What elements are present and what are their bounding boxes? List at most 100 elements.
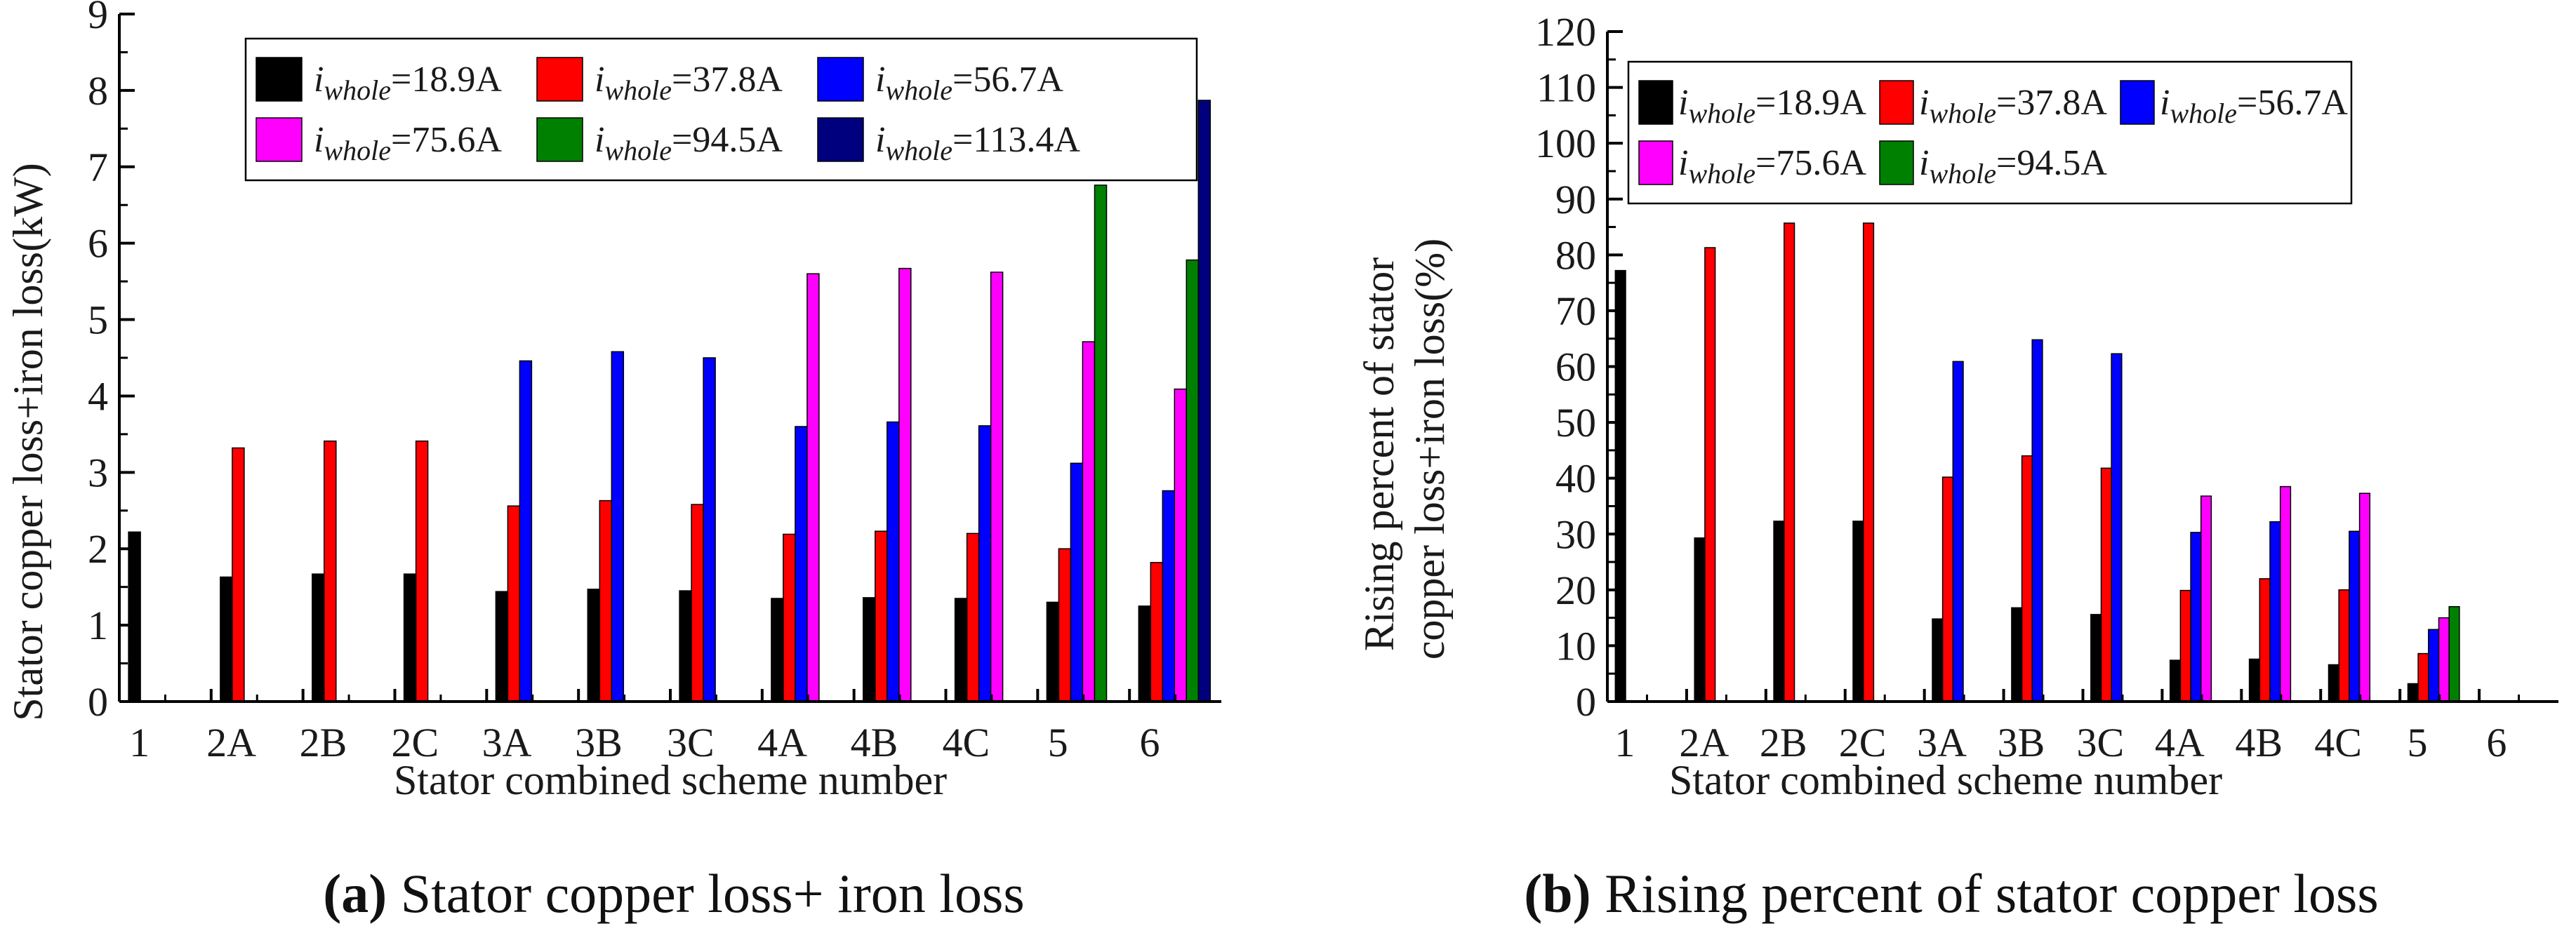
- bar-a-4B-s1: [875, 530, 888, 702]
- y-tick-label: 0: [88, 679, 108, 725]
- bar-a-6-s4: [1186, 259, 1200, 702]
- x-tick-label: 4B: [851, 720, 898, 765]
- legend-label: iwhole=18.9A: [1678, 83, 1866, 129]
- legend-swatch: [255, 117, 303, 162]
- bar-b-4B-s1: [2259, 578, 2271, 702]
- bar-a-5-s1: [1058, 548, 1072, 702]
- panel-a-legend: iwhole=18.9A iwhole=37.8A iwhole=56.7A iwho…: [244, 37, 1198, 182]
- panel-b-caption-label: (b): [1524, 863, 1591, 924]
- bar-a-3B-s2: [611, 351, 625, 702]
- bar-b-4C-s1: [2338, 589, 2350, 702]
- bar-b-2A-s1: [1704, 247, 1716, 702]
- panel-a-axes: [118, 13, 1221, 703]
- y-tick-label: 10: [1555, 623, 1596, 669]
- panel-b-caption: (b) Rising percent of stator copper loss: [1524, 863, 2378, 924]
- y-tick-label: 4: [88, 373, 108, 419]
- x-tick-label: 2C: [1839, 720, 1887, 765]
- bar-a-6-s5: [1197, 100, 1211, 702]
- panel-a-y-axis-label: Stator copper loss+iron loss(kW): [5, 163, 51, 720]
- bar-a-4C-s0: [954, 598, 968, 702]
- x-tick-label: 5: [1048, 720, 1068, 765]
- x-tick-label: 3B: [1998, 720, 2045, 765]
- x-tick-label: 4A: [2155, 720, 2205, 765]
- panel-a-y-tick-labels: 0 1 2 3 4 5 6 7 8 9: [88, 0, 108, 725]
- bar-a-6-s1: [1150, 562, 1164, 702]
- legend-label: iwhole=75.6A: [314, 120, 502, 166]
- panel-b-caption-text: Rising percent of stator copper loss: [1591, 863, 2379, 924]
- legend-swatch: [1638, 80, 1673, 125]
- bar-a-4C-s1: [966, 532, 980, 702]
- bar-b-3C-s2: [2111, 353, 2123, 702]
- bar-a-5-s0: [1046, 601, 1060, 702]
- x-tick-label: 4C: [2314, 720, 2362, 765]
- y-tick-label: 2: [88, 526, 108, 572]
- bar-a-4A-s1: [783, 533, 796, 702]
- bar-b-4A-s3: [2200, 495, 2212, 702]
- x-tick-label: 3B: [575, 720, 623, 765]
- bar-b-4B-s0: [2248, 658, 2261, 702]
- legend-label: iwhole=37.8A: [595, 60, 783, 106]
- panel-b-bars: [1614, 222, 2460, 702]
- panel-a-caption: (a) Stator copper loss+ iron loss: [323, 863, 1024, 924]
- legend-swatch: [1879, 80, 1914, 125]
- legend-swatch: [1879, 140, 1914, 185]
- bar-a-4A-s3: [806, 273, 820, 702]
- panel-a-caption-text: Stator copper loss+ iron loss: [387, 863, 1024, 924]
- bar-b-4A-s2: [2190, 532, 2202, 702]
- y-tick-label: 90: [1555, 177, 1596, 222]
- y-tick-label: 20: [1555, 568, 1596, 613]
- x-tick-label: 2A: [1679, 720, 1729, 765]
- bar-b-5-s2: [2428, 629, 2440, 702]
- bar-a-3A-s0: [495, 591, 509, 702]
- bar-a-3A-s1: [507, 505, 521, 702]
- y-tick-label: 9: [88, 0, 108, 37]
- bar-a-4A-s0: [771, 598, 784, 702]
- bar-a-4B-s3: [898, 267, 912, 702]
- legend-label: iwhole=56.7A: [2160, 83, 2348, 129]
- legend-swatch: [536, 117, 583, 162]
- panel-a-x-axis-label: Stator combined scheme number: [394, 757, 947, 803]
- legend-label: iwhole=94.5A: [1919, 143, 2107, 189]
- panel-b-chart: 0 10 20 30 40 50 60 70 80 90 100 110 120 1 2A 2B 2C 3A 3B…: [1356, 9, 2558, 924]
- bar-a-2A-s0: [220, 576, 233, 702]
- bar-a-3C-s0: [679, 590, 692, 702]
- bar-b-3B-s0: [2011, 607, 2023, 702]
- x-tick-label: 1: [129, 720, 150, 765]
- panel-b-y-axis-label-line-2: copper loss+iron loss(%): [1407, 239, 1453, 659]
- bar-a-4C-s2: [978, 425, 992, 702]
- bar-b-4C-s3: [2358, 492, 2371, 702]
- bar-a-5-s3: [1082, 341, 1096, 702]
- bar-a-2B-s1: [324, 440, 337, 702]
- x-tick-label: 4A: [757, 720, 807, 765]
- bar-b-2A-s0: [1694, 537, 1706, 702]
- x-tick-label: 2B: [1760, 720, 1807, 765]
- bar-a-6-s3: [1174, 388, 1188, 702]
- bar-a-4B-s0: [863, 597, 876, 702]
- y-tick-label: 40: [1555, 456, 1596, 502]
- y-tick-label: 80: [1555, 232, 1596, 278]
- x-tick-label: 4B: [2235, 720, 2283, 765]
- bar-b-4A-s1: [2179, 589, 2191, 702]
- bar-b-3B-s1: [2021, 455, 2033, 702]
- y-tick-label: 50: [1555, 400, 1596, 445]
- bar-a-1-s0: [128, 531, 141, 702]
- x-tick-label: 6: [1139, 720, 1160, 765]
- bar-a-6-s0: [1138, 605, 1152, 702]
- legend-swatch: [255, 57, 303, 102]
- bar-a-4C-s3: [990, 271, 1004, 702]
- y-tick-label: 3: [88, 450, 108, 495]
- bar-b-5-s4: [2448, 605, 2460, 702]
- panel-b-x-tick-labels: 1 2A 2B 2C 3A 3B 3C 4A 4B 4C 5 6: [1614, 720, 2507, 765]
- bar-a-3C-s1: [691, 504, 704, 702]
- bar-b-3C-s0: [2090, 614, 2102, 702]
- x-tick-label: 2B: [300, 720, 347, 765]
- bar-a-3B-s1: [599, 500, 613, 702]
- bar-b-3A-s0: [1932, 618, 1944, 702]
- bar-b-4C-s0: [2328, 664, 2339, 702]
- y-tick-label: 0: [1576, 679, 1596, 725]
- y-tick-label: 120: [1535, 9, 1596, 55]
- bar-b-2B-s0: [1773, 521, 1785, 702]
- y-tick-label: 70: [1555, 288, 1596, 334]
